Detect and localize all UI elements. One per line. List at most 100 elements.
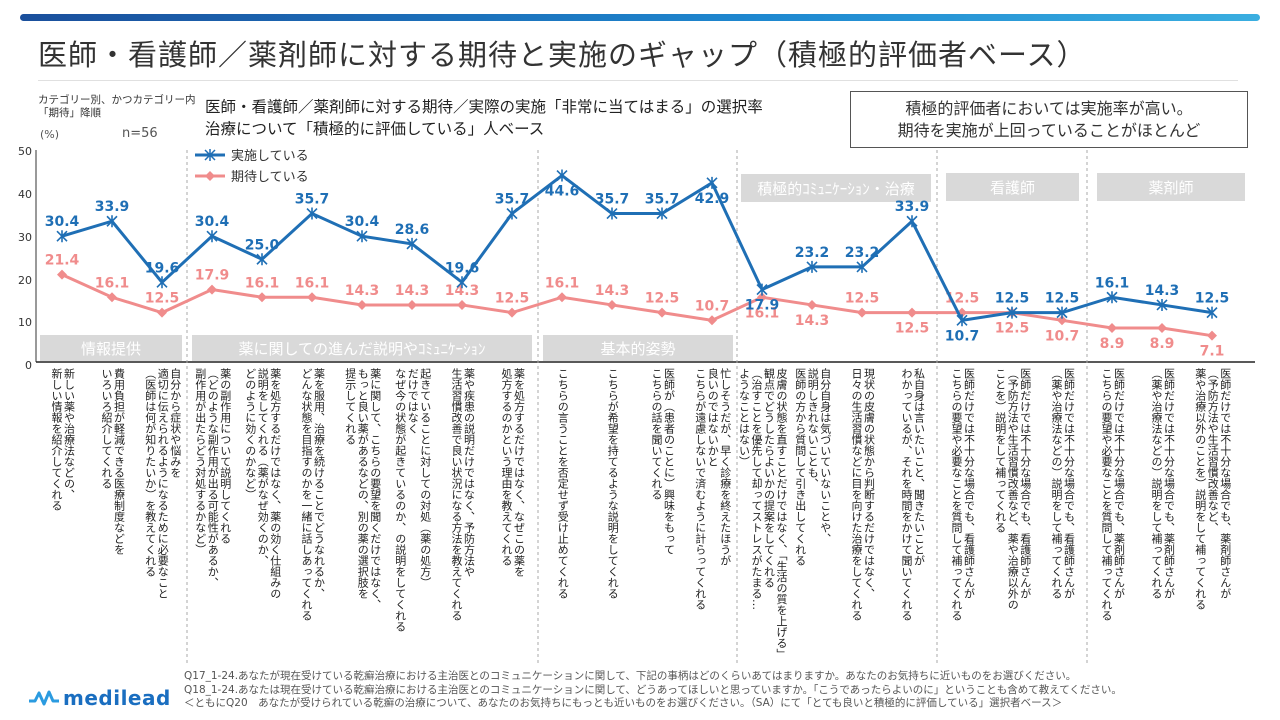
data-label-implemented: 17.9 bbox=[745, 298, 780, 314]
category-label: 医師だけでは不十分な場合でも、看護師さんが こちらの要望や必要なことを質問して補… bbox=[937, 368, 987, 668]
data-point-implemented bbox=[206, 230, 218, 243]
data-label-expected: 12.5 bbox=[145, 291, 180, 307]
data-point-expected bbox=[857, 307, 867, 318]
y-tick: 0 bbox=[25, 359, 32, 372]
category-label-text: 薬に関して、こちらの要望を聞くだけではなく、 もっと良い薬があるなどの、別の薬の… bbox=[343, 368, 382, 610]
category-label: 現状の皮膚の状態から判断するだけではなく、 日々の生活習慣などに目を向けた治療を… bbox=[837, 368, 887, 668]
data-point-implemented bbox=[106, 215, 118, 228]
category-label: 自分から症状や悩みを 適切に伝えられるようになるために必要なこと （医師は何が知… bbox=[137, 368, 187, 668]
data-label-expected: 12.5 bbox=[895, 321, 930, 337]
category-label-text: 新しい薬や治療法などの、 新しい情報を紹介してくれる bbox=[50, 368, 76, 511]
data-point-expected bbox=[657, 307, 667, 318]
pulse-logo-icon bbox=[29, 690, 59, 706]
data-point-expected bbox=[707, 315, 717, 326]
chart-subtitle: 医師・看護師／薬剤師に対する期待／実際の実施「非常に当てはまる」の選択率 治療に… bbox=[205, 98, 763, 138]
data-label-implemented: 19.6 bbox=[445, 260, 480, 276]
data-point-expected bbox=[57, 269, 67, 280]
data-label-implemented: 35.7 bbox=[495, 192, 530, 208]
category-label: 薬を服用、治療を続けることでどうなれるか、 どんな状態を目指すのかを一緒に話しあ… bbox=[287, 368, 337, 668]
top-accent-bar bbox=[20, 14, 1260, 21]
data-label-expected: 14.3 bbox=[345, 283, 380, 299]
data-point-implemented bbox=[956, 314, 968, 327]
category-label-text: 忙しそうだが、早く診療を終えたほうが 良いのではないかと こちらが遠慮しないで済… bbox=[693, 368, 732, 610]
data-point-expected bbox=[207, 284, 217, 295]
data-label-expected: 14.3 bbox=[445, 283, 480, 299]
category-label: 医師だけでは不十分な場合でも、看護師さんが （薬や治療法などの）説明をして補って… bbox=[1037, 368, 1087, 668]
data-label-implemented: 35.7 bbox=[295, 192, 330, 208]
category-label-text: 薬の副作用について説明してくれる （どのような副作用が出る可能性があるか、 副作… bbox=[193, 368, 232, 588]
category-label-text: 医師だけでは不十分な場合でも、看護師さんが こちらの要望や必要なことを質問して補… bbox=[950, 368, 976, 621]
asterisk-line-icon bbox=[195, 148, 225, 161]
category-label: 忙しそうだが、早く診療を終えたほうが 良いのではないかと こちらが遠慮しないで済… bbox=[687, 368, 737, 668]
data-point-implemented bbox=[1206, 306, 1218, 319]
data-point-implemented bbox=[1006, 306, 1018, 319]
data-point-expected bbox=[257, 292, 267, 303]
data-point-implemented bbox=[1056, 306, 1068, 319]
data-label-expected: 16.1 bbox=[745, 305, 780, 321]
y-tick: 30 bbox=[18, 231, 32, 244]
data-label-expected: 12.5 bbox=[845, 291, 880, 307]
data-label-implemented: 28.6 bbox=[395, 222, 430, 238]
group-label-info: 情報提供 bbox=[40, 335, 182, 361]
category-label-text: 現状の皮膚の状態から判断するだけではなく、 日々の生活習慣などに目を向けた治療を… bbox=[850, 368, 876, 621]
data-point-implemented bbox=[506, 207, 518, 220]
y-tick: 40 bbox=[18, 188, 32, 201]
category-label-text: 自分から症状や悩みを 適切に伝えられるようになるために必要なこと （医師は何が知… bbox=[143, 368, 182, 599]
data-label-implemented: 23.2 bbox=[795, 245, 830, 261]
data-point-expected bbox=[307, 292, 317, 303]
data-point-expected bbox=[1157, 322, 1167, 333]
data-point-expected bbox=[757, 292, 767, 303]
category-label-text: 医師だけでは不十分な場合でも、薬剤師さんが （予防方法や生活習慣改善など、 薬や… bbox=[1193, 368, 1232, 610]
category-label: 医師だけでは不十分な場合でも、薬剤師さんが こちらの要望や必要なことを質問して補… bbox=[1087, 368, 1137, 668]
y-tick: 50 bbox=[18, 145, 32, 158]
series-line-implemented bbox=[61, 173, 1213, 322]
data-point-expected bbox=[457, 299, 467, 310]
data-point-implemented bbox=[306, 207, 318, 220]
data-point-implemented bbox=[856, 260, 868, 273]
group-label-pharmacist: 薬剤師 bbox=[1097, 173, 1245, 201]
category-label: 薬を処方するだけではなく、薬の効く仕組みの 説明をしてくれる（薬がなぜ効くのか、… bbox=[237, 368, 287, 668]
callout-box: 積極的評価者においては実施率が高い。 期待を実施が上回っていることがほとんど bbox=[850, 91, 1248, 148]
data-label-implemented: 33.9 bbox=[895, 199, 930, 215]
data-point-implemented bbox=[756, 283, 768, 296]
category-label: こちらが希望を持てるような説明をしてくれる bbox=[587, 368, 637, 668]
data-point-expected bbox=[907, 307, 917, 318]
data-label-implemented: 42.9 bbox=[695, 191, 730, 207]
data-label-expected: 10.7 bbox=[1045, 328, 1080, 344]
category-label: 医師だけでは不十分な場合でも、看護師さんが （予防方法や生活習慣改善など、薬や治… bbox=[987, 368, 1037, 668]
category-label: 自分自身は気づいていないことや、 説明しきれないことも、 医師の方から質問して引… bbox=[787, 368, 837, 668]
y-tick: 10 bbox=[18, 316, 32, 329]
group-label-drug-explanation: 薬に関しての進んだ説明やｺﾐｭﾆｹｰｼｮﾝ bbox=[192, 335, 532, 361]
series-line-expected bbox=[61, 273, 1213, 338]
sort-note: カテゴリー別、かつカテゴリー内 「期待」降順 bbox=[38, 94, 196, 119]
data-label-expected: 16.1 bbox=[295, 275, 330, 291]
data-label-expected: 12.5 bbox=[645, 291, 680, 307]
data-label-implemented: 30.4 bbox=[345, 214, 380, 230]
category-label: 費用負担が軽減できる医療制度などを いろいろ紹介してくれる bbox=[87, 368, 137, 668]
data-point-implemented bbox=[256, 253, 268, 266]
data-label-implemented: 12.5 bbox=[995, 291, 1030, 307]
logo-text: medilead bbox=[63, 686, 171, 710]
data-point-expected bbox=[607, 299, 617, 310]
data-point-implemented bbox=[606, 207, 618, 220]
data-label-implemented: 35.7 bbox=[645, 192, 680, 208]
data-point-expected bbox=[407, 299, 417, 310]
category-label: こちらの言うことを否定せず受け止めてくれる bbox=[537, 368, 587, 668]
category-label-text: 医師が（患者のことに）興味をもって こちらの話を聞いてくれる bbox=[650, 368, 676, 555]
data-label-implemented: 19.6 bbox=[145, 260, 180, 276]
data-label-expected: 12.5 bbox=[495, 291, 530, 307]
category-label: 薬を処方するだけではなく、なぜこの薬を 処方するのかという理由を教えてくれる bbox=[487, 368, 537, 668]
data-label-expected: 8.9 bbox=[1100, 336, 1125, 352]
data-point-expected bbox=[507, 307, 517, 318]
data-label-expected: 16.1 bbox=[545, 275, 580, 291]
data-point-implemented bbox=[656, 207, 668, 220]
data-point-expected bbox=[1057, 315, 1067, 326]
category-label: 私自身は言いたいこと、聞きたいことが わかっているが、それを時間をかけて聞いてく… bbox=[887, 368, 937, 668]
medilead-logo: medilead bbox=[28, 686, 171, 710]
data-label-implemented: 16.1 bbox=[1095, 275, 1130, 291]
category-label-text: 薬を服用、治療を続けることでどうなれるか、 どんな状態を目指すのかを一緒に話しあ… bbox=[300, 368, 326, 621]
category-label: 薬に関して、こちらの要望を聞くだけではなく、 もっと良い薬があるなどの、別の薬の… bbox=[337, 368, 387, 668]
data-label-expected: 14.3 bbox=[795, 313, 830, 329]
data-point-implemented bbox=[56, 230, 68, 243]
